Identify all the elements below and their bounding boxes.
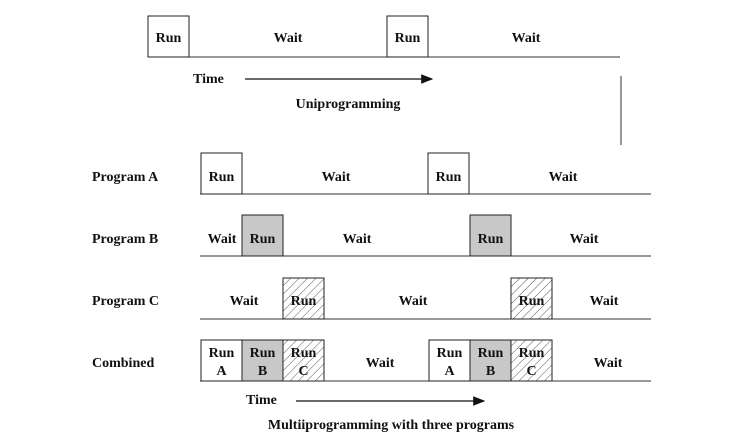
program-b-run-box-2 [469,214,512,257]
combined-run-a-letter-2: A [444,364,455,379]
program-b-run-label-2: Run [478,232,504,247]
program-a-wait-label-2: Wait [549,170,578,185]
program-a-label: Program A [92,170,159,185]
uni-run-box-1 [147,15,190,58]
program-c-label: Program C [92,294,159,309]
combined-run-b-label-1: Run [250,346,276,361]
combined-run-c-label-2: Run [519,346,545,361]
program-a-run-label-1: Run [209,170,235,185]
multi-caption: Multiiprogramming with three programs [268,418,515,433]
combined-row: Combined Run A Run B Run C Wait Run A Ru… [92,339,651,382]
uniprogramming-section: Run Wait Run Wait Time Uniprogramming [147,15,622,145]
program-c-wait-label-3: Wait [590,294,619,309]
program-c-run-box-1 [282,277,325,320]
uni-caption: Uniprogramming [296,97,401,112]
combined-wait-label-2: Wait [594,356,623,371]
program-b-run-label-1: Run [250,232,276,247]
combined-run-a-label-2: Run [437,346,463,361]
combined-run-b-letter-1: B [258,364,267,379]
program-c-run-label-1: Run [291,294,317,309]
program-b-run-box-1 [241,214,284,257]
combined-run-a-letter-1: A [216,364,227,379]
program-a-wait-label-1: Wait [322,170,351,185]
program-c-wait-label-1: Wait [230,294,259,309]
combined-run-b-label-2: Run [478,346,504,361]
program-a-run-box-2 [427,152,470,195]
uni-run-box-2 [386,15,429,58]
program-b-row: Program B Wait Run Wait Run Wait [92,214,651,257]
combined-label: Combined [92,356,154,371]
combined-run-c-letter-1: C [298,364,308,379]
combined-run-b-letter-2: B [486,364,495,379]
program-b-label: Program B [92,232,158,247]
program-c-run-box-2 [510,277,553,320]
uni-run-label-2: Run [395,31,421,46]
uni-wait-label-2: Wait [512,31,541,46]
uni-time-label: Time [193,72,224,87]
program-b-wait-label-1: Wait [208,232,237,247]
combined-run-c-letter-2: C [526,364,536,379]
program-b-wait-label-2: Wait [343,232,372,247]
combined-run-c-label-1: Run [291,346,317,361]
program-c-wait-label-2: Wait [399,294,428,309]
combined-wait-label-1: Wait [366,356,395,371]
multi-time-label: Time [246,393,277,408]
program-c-run-label-2: Run [519,294,545,309]
combined-run-c-box-1 [282,339,325,382]
combined-run-c-box-2 [510,339,553,382]
multiprogramming-footer: Time Multiiprogramming with three progra… [246,393,515,433]
program-c-row: Program C Wait Run Wait Run Wait [92,277,651,320]
program-a-row: Program A Run Wait Run Wait [92,152,651,195]
combined-run-a-label-1: Run [209,346,235,361]
program-a-run-box-1 [200,152,243,195]
uni-run-label-1: Run [156,31,182,46]
combined-run-a-box-1 [200,339,243,382]
program-a-run-label-2: Run [436,170,462,185]
combined-run-b-box-2 [469,339,512,382]
program-b-wait-label-3: Wait [570,232,599,247]
uni-wait-label-1: Wait [274,31,303,46]
